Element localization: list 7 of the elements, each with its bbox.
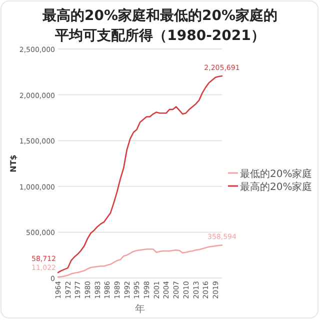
legend-label: 最高的20%家庭 — [240, 181, 312, 193]
y-axis-title: NT$ — [9, 154, 18, 172]
chart-subtitle: 平均可支配所得（1980-2021） — [54, 28, 265, 44]
legend-label: 最低的20%家庭 — [240, 168, 312, 180]
line-series — [57, 244, 223, 278]
x-axis-title: 年 — [135, 303, 145, 315]
chart-title: 最高的20%家庭和最低的20%家庭的 — [41, 7, 278, 24]
